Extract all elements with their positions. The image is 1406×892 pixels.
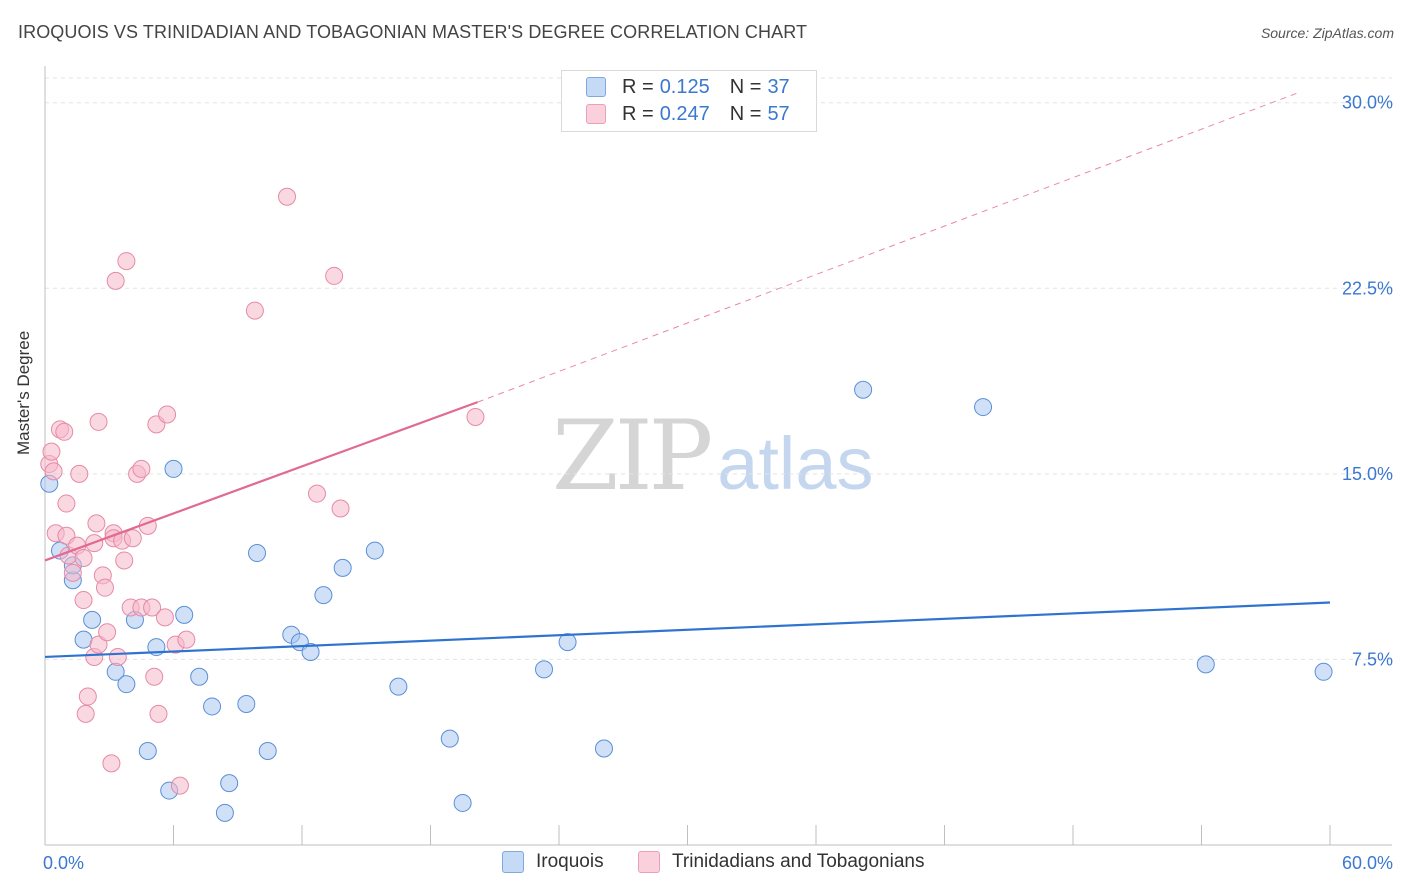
- point-iroquois: [203, 697, 222, 716]
- bottom-legend-trinidadians: Trinidadians and Tobagonians: [638, 851, 924, 873]
- point-iroquois: [117, 675, 136, 694]
- watermark: ZIP atlas: [552, 400, 874, 512]
- bottom-legend-label-trinidadians: Trinidadians and Tobagonians: [672, 851, 925, 872]
- point-iroquois: [854, 380, 873, 399]
- point-iroquois: [190, 667, 209, 686]
- point-iroquois: [314, 586, 333, 605]
- point-iroquois: [175, 605, 194, 624]
- point-trinidadians: [155, 608, 174, 627]
- legend-swatch-trinidadians: [586, 104, 606, 124]
- point-trinidadians: [245, 301, 264, 320]
- point-trinidadians: [74, 548, 93, 567]
- y-tick-label: 7.5%: [1352, 649, 1393, 669]
- point-iroquois: [440, 729, 459, 748]
- point-trinidadians: [143, 598, 162, 617]
- x-tick-label: 0.0%: [43, 853, 84, 873]
- point-iroquois: [258, 741, 277, 760]
- point-trinidadians: [132, 459, 151, 478]
- point-trinidadians: [307, 484, 326, 503]
- point-trinidadians: [115, 551, 134, 570]
- point-trinidadians: [158, 405, 177, 424]
- point-iroquois: [301, 643, 320, 662]
- point-iroquois: [333, 558, 352, 577]
- trendline-iroquois: [44, 601, 1331, 659]
- point-trinidadians: [98, 623, 117, 642]
- point-iroquois: [220, 774, 239, 793]
- point-iroquois: [974, 398, 993, 417]
- legend-r-label: R =: [622, 75, 654, 98]
- y-tick-label: 15.0%: [1342, 464, 1393, 484]
- point-iroquois: [535, 660, 554, 679]
- point-trinidadians: [331, 499, 350, 518]
- point-trinidadians: [87, 514, 106, 533]
- point-iroquois: [83, 610, 102, 629]
- legend-n-label: N =: [729, 102, 762, 125]
- point-trinidadians: [44, 462, 63, 481]
- point-iroquois: [365, 541, 384, 560]
- point-iroquois: [453, 793, 472, 812]
- x-tick-label: 60.0%: [1342, 853, 1393, 873]
- point-trinidadians: [89, 412, 108, 431]
- y-axis-label: Master's Degree: [14, 330, 33, 455]
- legend-row-iroquois: R = 0.125 N = 37: [586, 75, 790, 99]
- point-trinidadians: [149, 704, 168, 723]
- legend-row-trinidadians: R = 0.247 N = 57: [586, 102, 790, 126]
- point-trinidadians: [89, 635, 108, 654]
- watermark-zip: ZIP: [552, 400, 713, 512]
- legend-swatch-iroquois: [586, 77, 606, 97]
- point-trinidadians: [466, 407, 485, 426]
- watermark-atlas: atlas: [717, 422, 874, 505]
- point-trinidadians: [70, 464, 89, 483]
- point-trinidadians: [108, 647, 127, 666]
- bottom-legend-swatch-trinidadians: [638, 851, 660, 873]
- point-iroquois: [164, 459, 183, 478]
- point-iroquois: [1314, 662, 1333, 681]
- point-trinidadians: [78, 687, 97, 706]
- point-iroquois: [389, 677, 408, 696]
- legend-r-value: 0.125: [659, 75, 710, 98]
- legend-n-value: 37: [767, 75, 790, 98]
- trendline-trinidadians-extension: [477, 92, 1299, 403]
- source-label: Source: ZipAtlas.com: [1260, 25, 1394, 41]
- point-trinidadians: [177, 630, 196, 649]
- point-iroquois: [237, 694, 256, 713]
- point-trinidadians: [117, 252, 136, 271]
- point-trinidadians: [106, 271, 125, 290]
- point-iroquois: [594, 739, 613, 758]
- y-tick-label: 22.5%: [1342, 278, 1393, 298]
- trendline-trinidadians: [44, 401, 478, 562]
- point-iroquois: [138, 741, 157, 760]
- point-iroquois: [215, 803, 234, 822]
- point-trinidadians: [55, 422, 74, 441]
- point-iroquois: [1196, 655, 1215, 674]
- legend-r-label: R =: [622, 102, 654, 125]
- y-tick-label: 30.0%: [1342, 93, 1393, 113]
- legend-n-value: 57: [767, 102, 790, 125]
- point-trinidadians: [170, 776, 189, 795]
- point-trinidadians: [278, 187, 297, 206]
- correlation-legend: R = 0.125 N = 37 R = 0.247 N = 57: [561, 70, 817, 132]
- point-trinidadians: [74, 591, 93, 610]
- point-trinidadians: [123, 529, 142, 548]
- point-iroquois: [558, 633, 577, 652]
- point-trinidadians: [76, 704, 95, 723]
- legend-r-value: 0.247: [659, 102, 710, 125]
- bottom-legend-iroquois: Iroquois: [502, 851, 604, 873]
- point-trinidadians: [57, 494, 76, 513]
- point-trinidadians: [63, 563, 82, 582]
- point-trinidadians: [95, 578, 114, 597]
- point-trinidadians: [102, 754, 121, 773]
- point-trinidadians: [42, 442, 61, 461]
- chart-title: IROQUOIS VS TRINIDADIAN AND TOBAGONIAN M…: [18, 22, 808, 42]
- legend-n-label: N =: [729, 75, 762, 98]
- bottom-legend-swatch-iroquois: [502, 851, 524, 873]
- bottom-legend-label-iroquois: Iroquois: [536, 851, 604, 872]
- point-iroquois: [248, 544, 267, 563]
- point-trinidadians: [325, 266, 344, 285]
- point-iroquois: [74, 630, 93, 649]
- point-trinidadians: [145, 667, 164, 686]
